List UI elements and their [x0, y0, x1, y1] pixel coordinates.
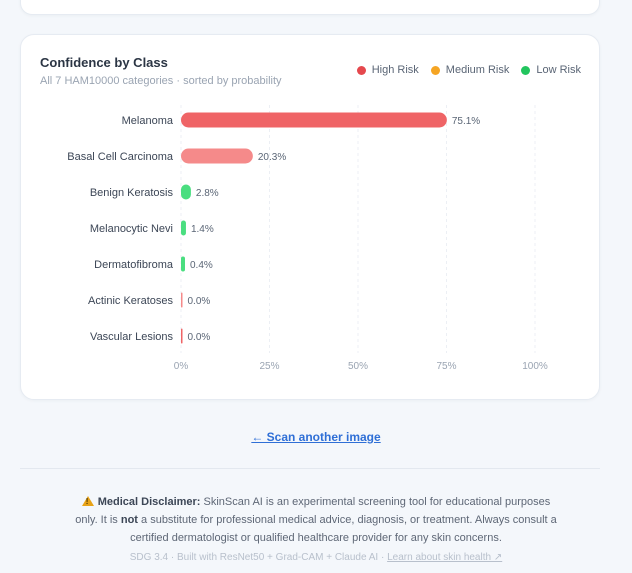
- confidence-card: Confidence by Class All 7 HAM10000 categ…: [20, 34, 600, 400]
- bar: [181, 328, 183, 344]
- previous-card: [20, 0, 600, 15]
- legend-high-risk: High Risk: [356, 64, 419, 76]
- x-tick-label: 75%: [436, 361, 456, 372]
- bar: [181, 112, 447, 128]
- skin-health-link[interactable]: Learn about skin health ↗: [387, 552, 503, 563]
- high-risk-dot-icon: [356, 65, 366, 75]
- x-tick-label: 0%: [174, 361, 189, 372]
- bar: [181, 184, 191, 200]
- value-label: 0.0%: [188, 332, 211, 343]
- category-label: Basal Cell Carcinoma: [67, 151, 174, 163]
- category-label: Melanocytic Nevi: [90, 223, 173, 235]
- bar: [181, 256, 185, 272]
- confidence-bar-chart: 0% 25% 50% 75% 100% Melanoma 75.1% Basal Cell C…: [67, 105, 548, 372]
- disclaimer-emphasis: not: [120, 514, 138, 526]
- legend-label-high: High Risk: [371, 64, 419, 76]
- value-label: 75.1%: [452, 116, 480, 127]
- low-risk-dot-icon: [521, 65, 531, 75]
- bar: [181, 220, 186, 236]
- category-label: Melanoma: [122, 115, 174, 127]
- legend-label-low: Low Risk: [536, 64, 581, 76]
- chart-legend: High Risk Medium Risk Low Risk: [356, 64, 581, 76]
- legend-low-risk: Low Risk: [521, 64, 581, 76]
- footer-divider: [20, 468, 600, 469]
- value-label: 20.3%: [258, 152, 286, 163]
- disclaimer-text-2: a substitute for professional medical ad…: [130, 514, 557, 544]
- bar: [181, 148, 253, 164]
- card-title: Confidence by Class: [40, 55, 168, 70]
- category-label: Vascular Lesions: [90, 331, 173, 343]
- footer: SDG 3.4 · Built with ResNet50 + Grad-CAM…: [0, 552, 632, 563]
- scan-another-image-link[interactable]: ← Scan another image: [251, 430, 381, 444]
- medium-risk-dot-icon: [430, 65, 440, 75]
- bar: [181, 292, 183, 308]
- medical-disclaimer: Medical Disclaimer: SkinScan AI is an ex…: [70, 493, 562, 547]
- category-label: Actinic Keratoses: [88, 295, 173, 307]
- legend-label-medium: Medium Risk: [445, 64, 510, 76]
- category-label: Benign Keratosis: [90, 187, 174, 199]
- value-label: 0.0%: [188, 296, 211, 307]
- disclaimer-label: Medical Disclaimer:: [97, 496, 201, 508]
- footer-text: SDG 3.4 · Built with ResNet50 + Grad-CAM…: [129, 552, 388, 563]
- category-label: Dermatofibroma: [94, 259, 174, 271]
- x-tick-label: 100%: [522, 361, 548, 372]
- x-tick-label: 25%: [259, 361, 279, 372]
- value-label: 2.8%: [196, 188, 219, 199]
- legend-medium-risk: Medium Risk: [430, 64, 510, 76]
- value-label: 0.4%: [190, 260, 213, 271]
- card-subtitle: All 7 HAM10000 categories · sorted by pr…: [40, 75, 282, 87]
- warning-icon: [81, 496, 94, 506]
- value-label: 1.4%: [191, 224, 214, 235]
- disclaimer-text-1: SkinScan AI is an experimental screening…: [75, 496, 551, 526]
- x-tick-label: 50%: [348, 361, 368, 372]
